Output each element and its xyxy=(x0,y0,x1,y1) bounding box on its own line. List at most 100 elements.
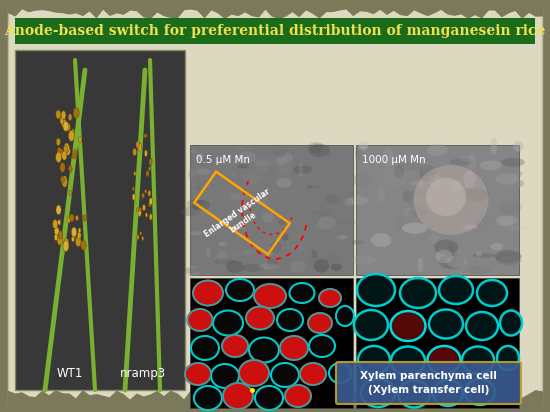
Ellipse shape xyxy=(495,252,508,266)
Ellipse shape xyxy=(72,227,76,237)
Ellipse shape xyxy=(429,309,463,339)
Ellipse shape xyxy=(239,360,269,386)
Ellipse shape xyxy=(267,259,278,268)
Ellipse shape xyxy=(72,236,74,242)
Ellipse shape xyxy=(68,114,72,121)
Ellipse shape xyxy=(72,230,76,238)
Ellipse shape xyxy=(472,253,495,258)
Ellipse shape xyxy=(277,309,303,331)
Ellipse shape xyxy=(319,289,341,307)
Ellipse shape xyxy=(57,235,63,245)
Ellipse shape xyxy=(447,255,467,267)
Ellipse shape xyxy=(282,145,299,150)
Ellipse shape xyxy=(145,133,147,138)
Ellipse shape xyxy=(276,178,292,188)
Ellipse shape xyxy=(271,363,299,387)
Ellipse shape xyxy=(238,151,256,163)
Ellipse shape xyxy=(133,148,136,156)
Ellipse shape xyxy=(290,260,306,273)
Ellipse shape xyxy=(505,183,514,189)
Ellipse shape xyxy=(62,178,67,187)
Bar xyxy=(356,278,519,408)
Ellipse shape xyxy=(83,215,86,221)
Ellipse shape xyxy=(138,208,142,215)
Ellipse shape xyxy=(406,193,421,208)
Ellipse shape xyxy=(223,237,229,248)
Ellipse shape xyxy=(190,231,202,235)
Ellipse shape xyxy=(464,171,476,188)
Ellipse shape xyxy=(280,336,308,360)
Ellipse shape xyxy=(138,210,141,216)
Ellipse shape xyxy=(282,233,289,241)
Ellipse shape xyxy=(53,220,58,229)
Ellipse shape xyxy=(60,176,64,183)
Ellipse shape xyxy=(400,278,436,308)
Ellipse shape xyxy=(241,264,263,272)
Ellipse shape xyxy=(56,205,61,215)
Ellipse shape xyxy=(214,258,235,265)
Ellipse shape xyxy=(383,169,408,187)
Bar xyxy=(190,145,353,275)
Ellipse shape xyxy=(331,264,342,271)
Ellipse shape xyxy=(237,145,256,150)
Ellipse shape xyxy=(226,260,244,273)
Ellipse shape xyxy=(197,202,210,213)
Ellipse shape xyxy=(289,283,315,303)
Ellipse shape xyxy=(381,163,393,175)
Ellipse shape xyxy=(78,232,81,239)
Bar xyxy=(190,278,353,408)
Ellipse shape xyxy=(333,236,346,240)
Ellipse shape xyxy=(142,204,146,211)
Ellipse shape xyxy=(358,141,368,150)
Ellipse shape xyxy=(285,385,311,407)
Ellipse shape xyxy=(452,266,466,277)
Ellipse shape xyxy=(280,258,294,267)
Ellipse shape xyxy=(78,137,81,143)
Ellipse shape xyxy=(191,336,219,360)
Ellipse shape xyxy=(349,196,368,205)
Ellipse shape xyxy=(309,143,330,157)
Ellipse shape xyxy=(229,231,240,243)
Ellipse shape xyxy=(272,150,294,156)
Ellipse shape xyxy=(357,274,395,306)
Ellipse shape xyxy=(300,363,326,385)
Ellipse shape xyxy=(236,226,246,229)
Ellipse shape xyxy=(326,195,340,204)
Text: Xylem parenchyma cell
(Xylem transfer cell): Xylem parenchyma cell (Xylem transfer ce… xyxy=(360,371,497,395)
Ellipse shape xyxy=(500,169,522,179)
Ellipse shape xyxy=(62,151,67,160)
Ellipse shape xyxy=(140,232,142,235)
Ellipse shape xyxy=(480,160,502,170)
Ellipse shape xyxy=(69,190,72,196)
Ellipse shape xyxy=(503,226,529,230)
Ellipse shape xyxy=(426,178,466,216)
Ellipse shape xyxy=(67,217,70,223)
Ellipse shape xyxy=(62,176,67,186)
Ellipse shape xyxy=(398,381,430,407)
Ellipse shape xyxy=(145,190,146,193)
Ellipse shape xyxy=(414,165,488,235)
Bar xyxy=(15,18,535,44)
Ellipse shape xyxy=(417,258,424,272)
Ellipse shape xyxy=(136,235,139,240)
Ellipse shape xyxy=(54,227,59,236)
Ellipse shape xyxy=(491,137,497,155)
Ellipse shape xyxy=(428,174,442,187)
Ellipse shape xyxy=(329,363,351,383)
Ellipse shape xyxy=(68,131,74,141)
Ellipse shape xyxy=(148,190,151,196)
Ellipse shape xyxy=(428,189,442,206)
Ellipse shape xyxy=(397,217,403,231)
Ellipse shape xyxy=(408,209,428,216)
Ellipse shape xyxy=(276,157,287,165)
Ellipse shape xyxy=(309,157,323,168)
Ellipse shape xyxy=(404,207,415,215)
Ellipse shape xyxy=(472,201,491,217)
Ellipse shape xyxy=(371,233,391,247)
Text: nramp3: nramp3 xyxy=(120,367,166,380)
Ellipse shape xyxy=(418,182,424,189)
Ellipse shape xyxy=(428,234,439,243)
Ellipse shape xyxy=(460,156,473,162)
Ellipse shape xyxy=(493,168,501,182)
Ellipse shape xyxy=(69,165,72,172)
